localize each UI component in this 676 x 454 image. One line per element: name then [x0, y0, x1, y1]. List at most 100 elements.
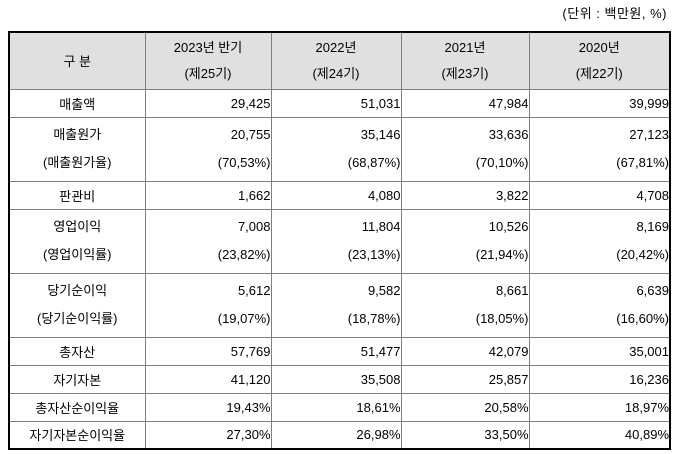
cell-value: 20,58% — [400, 392, 530, 422]
row-label: 영업이익 (영업이익률) — [8, 208, 146, 274]
period-term: (제22기) — [575, 65, 623, 81]
cell-ratio: (20,42%) — [616, 247, 669, 262]
cell-value: 8,169 (20,42%) — [528, 208, 671, 274]
cell-value: 33,636 (70,10%) — [400, 116, 530, 182]
cell-amount: 8,169 — [636, 219, 669, 234]
cell-amount: 5,612 — [237, 283, 271, 298]
row-label: 총자산순이익율 — [8, 392, 146, 422]
period-year: 2023년 반기 — [173, 39, 243, 55]
cell-value: 33,50% — [400, 420, 530, 450]
header-row: 구 분 2023년 반기 (제25기) 2022년 (제24기) 2021년 (… — [8, 31, 671, 90]
table-row-revenue: 매출액 29,425 51,031 47,984 39,999 — [8, 88, 671, 118]
cell-value: 29,425 — [144, 88, 272, 118]
period-year: 2022년 — [315, 39, 357, 55]
table-row-equity: 자기자본 41,120 35,508 25,857 16,236 — [8, 364, 671, 394]
cell-value: 20,755 (70,53%) — [144, 116, 272, 182]
cell-amount: 33,636 — [488, 127, 529, 142]
cell-ratio: (67,81%) — [616, 155, 669, 170]
cell-value: 4,080 — [270, 180, 402, 210]
cell-value: 27,30% — [144, 420, 272, 450]
cell-amount: 7,008 — [237, 219, 271, 234]
row-label: 총자산 — [8, 336, 146, 366]
row-label: 자기자본 — [8, 364, 146, 394]
header-period-2022: 2022년 (제24기) — [270, 31, 402, 90]
cell-value: 35,001 — [528, 336, 671, 366]
cell-value: 8,661 (18,05%) — [400, 272, 530, 338]
cell-value: 35,146 (68,87%) — [270, 116, 402, 182]
table-row-net-income: 당기순이익 (당기순이익률) 5,612 (19,07%) 9,582 (18,… — [8, 272, 671, 338]
row-label-sub: (당기순이익률) — [37, 311, 118, 326]
cell-ratio: (23,82%) — [217, 247, 271, 262]
period-year: 2021년 — [444, 39, 486, 55]
cell-amount: 20,755 — [230, 127, 271, 142]
row-label-sub: (영업이익률) — [43, 247, 112, 262]
financial-summary-table: 구 분 2023년 반기 (제25기) 2022년 (제24기) 2021년 (… — [8, 31, 671, 450]
cell-value: 25,857 — [400, 364, 530, 394]
cell-ratio: (19,07%) — [217, 311, 271, 326]
cell-value: 7,008 (23,82%) — [144, 208, 272, 274]
cell-value: 42,079 — [400, 336, 530, 366]
unit-label: (단위 : 백만원, %) — [562, 6, 667, 21]
table-row-cogs: 매출원가 (매출원가율) 20,755 (70,53%) 35,146 (68,… — [8, 116, 671, 182]
cell-value: 18,97% — [528, 392, 671, 422]
cell-ratio: (21,94%) — [475, 247, 529, 262]
cell-value: 9,582 (18,78%) — [270, 272, 402, 338]
cell-ratio: (18,05%) — [475, 311, 529, 326]
cell-ratio: (68,87%) — [347, 155, 401, 170]
cell-value: 51,031 — [270, 88, 402, 118]
header-period-2021: 2021년 (제23기) — [400, 31, 530, 90]
period-year: 2020년 — [578, 39, 620, 55]
cell-value: 26,98% — [270, 420, 402, 450]
cell-amount: 35,146 — [360, 127, 401, 142]
row-label: 자기자본순이익율 — [8, 420, 146, 450]
table-row-sga: 판관비 1,662 4,080 3,822 4,708 — [8, 180, 671, 210]
row-label: 판관비 — [8, 180, 146, 210]
cell-value: 10,526 (21,94%) — [400, 208, 530, 274]
cell-value: 4,708 — [528, 180, 671, 210]
cell-value: 40,89% — [528, 420, 671, 450]
table-row-operating-income: 영업이익 (영업이익률) 7,008 (23,82%) 11,804 (23,1… — [8, 208, 671, 274]
table-row-total-assets: 총자산 57,769 51,477 42,079 35,001 — [8, 336, 671, 366]
cell-value: 19,43% — [144, 392, 272, 422]
period-term: (제23기) — [441, 65, 489, 81]
period-term: (제24기) — [312, 65, 360, 81]
row-label-main: 영업이익 — [53, 219, 102, 234]
cell-ratio: (18,78%) — [347, 311, 401, 326]
cell-value: 3,822 — [400, 180, 530, 210]
cell-amount: 11,804 — [361, 219, 401, 234]
cell-ratio: (23,13%) — [347, 247, 401, 262]
header-period-2023h: 2023년 반기 (제25기) — [144, 31, 272, 90]
row-label-main: 당기순이익 — [47, 283, 108, 298]
cell-amount: 6,639 — [636, 283, 669, 298]
cell-value: 18,61% — [270, 392, 402, 422]
row-label-main: 매출원가 — [53, 127, 102, 142]
cell-value: 11,804 (23,13%) — [270, 208, 402, 274]
cell-value: 1,662 — [144, 180, 272, 210]
cell-amount: 27,123 — [629, 127, 669, 142]
row-label: 당기순이익 (당기순이익률) — [8, 272, 146, 338]
table-row-roe: 자기자본순이익율 27,30% 26,98% 33,50% 40,89% — [8, 420, 671, 450]
row-label: 매출원가 (매출원가율) — [8, 116, 146, 182]
cell-value: 5,612 (19,07%) — [144, 272, 272, 338]
cell-value: 6,639 (16,60%) — [528, 272, 671, 338]
row-label-sub: (매출원가율) — [43, 155, 112, 170]
cell-value: 51,477 — [270, 336, 402, 366]
cell-value: 16,236 — [528, 364, 671, 394]
header-category: 구 분 — [8, 31, 146, 90]
cell-ratio: (70,10%) — [475, 155, 529, 170]
cell-value: 35,508 — [270, 364, 402, 394]
cell-value: 47,984 — [400, 88, 530, 118]
header-period-2020: 2020년 (제22기) — [528, 31, 671, 90]
cell-value: 57,769 — [144, 336, 272, 366]
cell-ratio: (16,60%) — [616, 311, 669, 326]
cell-amount: 8,661 — [495, 283, 529, 298]
cell-amount: 9,582 — [367, 283, 401, 298]
row-label: 매출액 — [8, 88, 146, 118]
cell-value: 39,999 — [528, 88, 671, 118]
period-term: (제25기) — [184, 65, 232, 81]
cell-value: 27,123 (67,81%) — [528, 116, 671, 182]
cell-amount: 10,526 — [488, 219, 529, 234]
cell-ratio: (70,53%) — [217, 155, 271, 170]
table-row-roa: 총자산순이익율 19,43% 18,61% 20,58% 18,97% — [8, 392, 671, 422]
